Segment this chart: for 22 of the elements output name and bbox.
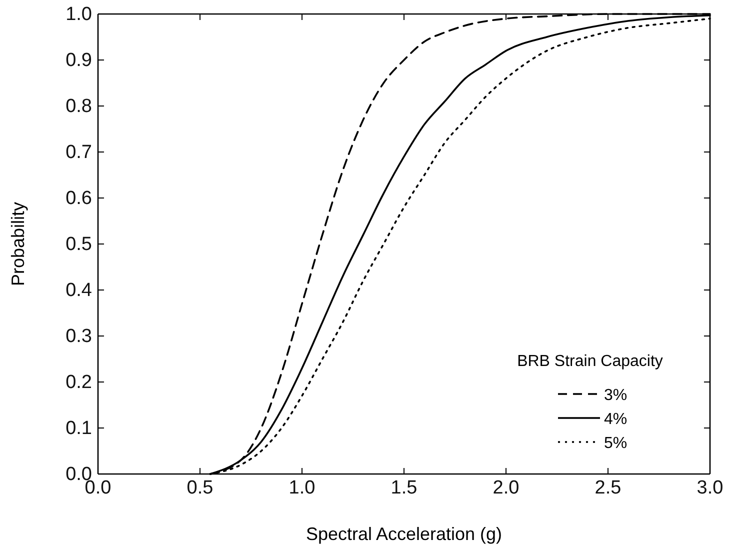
x-axis-title: Spectral Acceleration (g) [306,524,502,544]
legend-label: 3% [604,387,628,404]
x-tick-label: 1.5 [390,477,418,498]
x-tick-label: 1.0 [288,477,316,498]
y-tick-label: 0.6 [66,188,92,210]
legend-title: BRB Strain Capacity [517,353,663,370]
y-axis-title: Probability [8,202,28,286]
y-tick-label: 0.8 [66,96,92,118]
y-tick-label: 0.5 [66,234,92,256]
y-tick-label: 0.4 [66,280,92,302]
x-tick-label: 2.5 [594,477,622,498]
legend-label: 5% [604,435,628,452]
y-tick-label: 0.2 [66,372,92,394]
y-tick-label: 0.1 [66,418,92,440]
x-tick-label: 2.0 [492,477,520,498]
y-tick-label: 0.3 [66,326,92,348]
x-tick-label: 0.5 [186,477,214,498]
legend-label: 4% [604,411,628,428]
y-tick-label: 1.0 [66,4,92,26]
x-tick-label: 3.0 [696,477,724,498]
y-tick-label: 0.9 [66,50,92,72]
y-tick-label: 0.7 [66,142,92,164]
